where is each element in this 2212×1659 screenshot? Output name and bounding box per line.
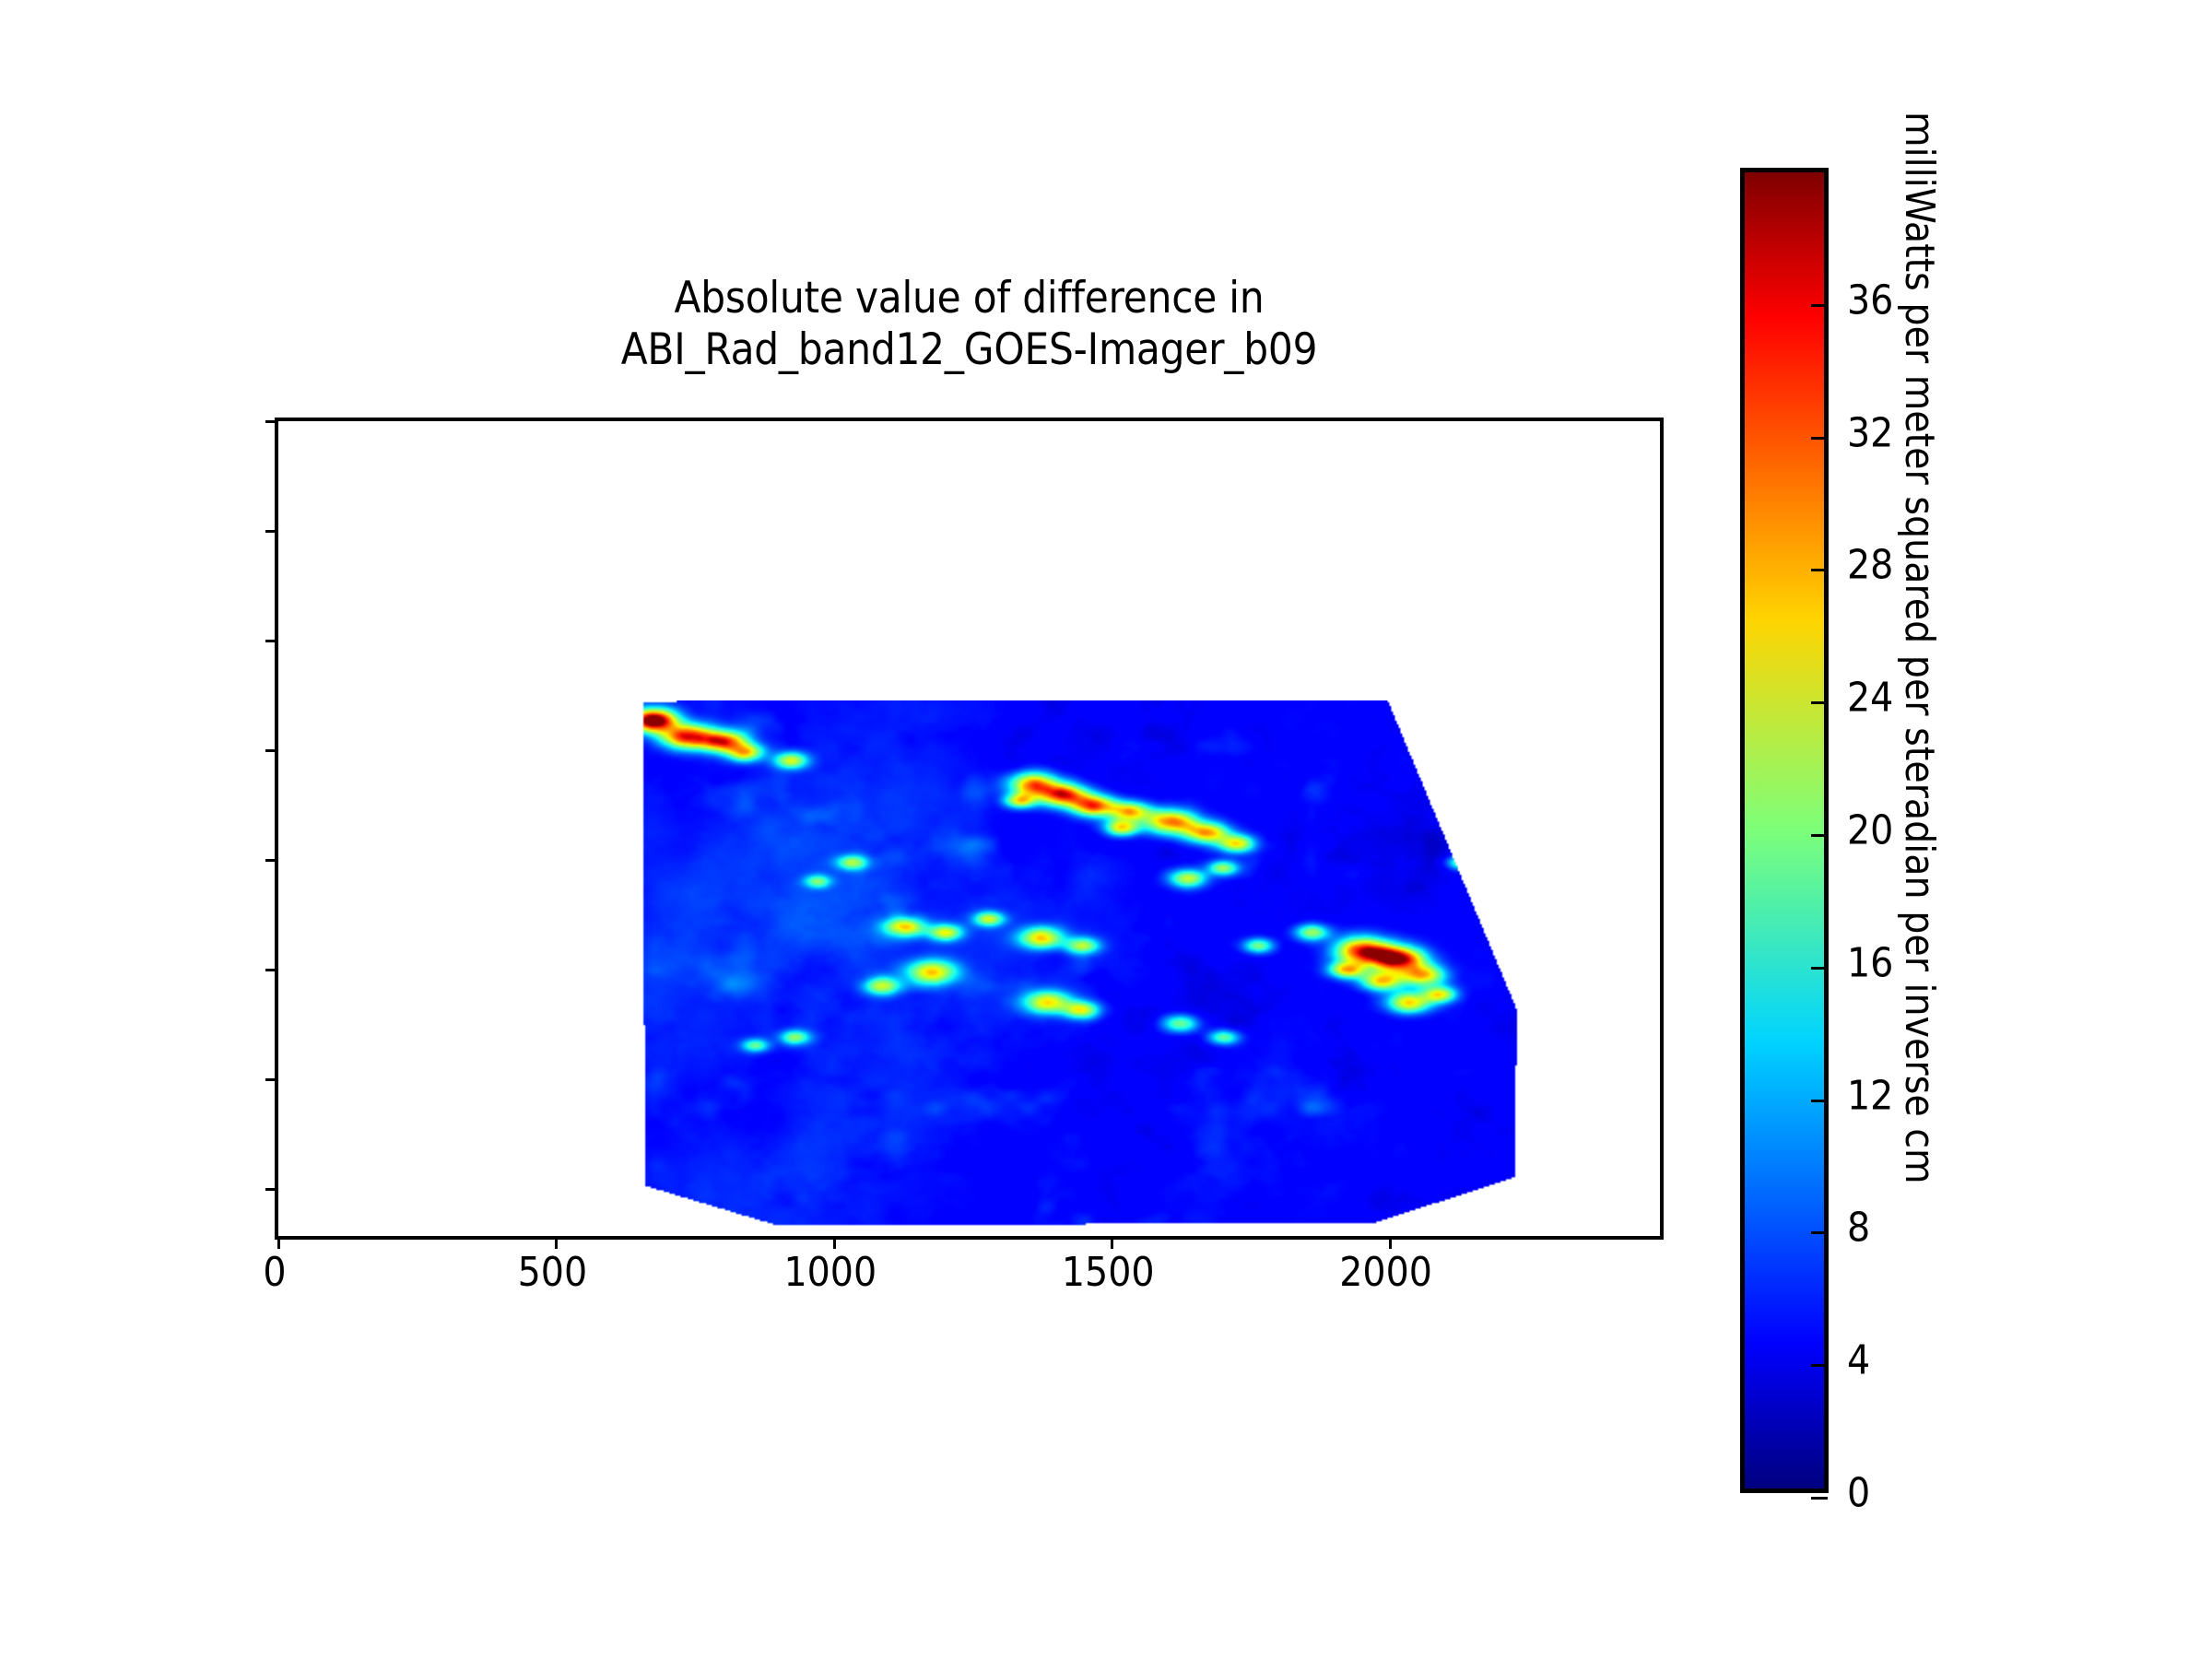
heatmap-image [639,700,1524,1236]
colorbar-tick-mark [1811,834,1828,837]
colorbar-tick-label: 28 [1847,541,1894,589]
colorbar [1740,168,1829,1500]
y-tick-mark [265,1187,278,1191]
plot-axes [265,418,1664,1249]
colorbar-tick-mark [1811,303,1828,307]
colorbar-tick-label: 0 [1847,1469,1871,1517]
colorbar-tick-mark [1811,1364,1828,1368]
colorbar-tick-label: 32 [1847,409,1894,457]
x-tick-label: 2000 [1339,1249,1432,1296]
x-tick-mark [1111,1236,1114,1249]
x-tick-mark [832,1236,836,1249]
y-tick-mark [265,420,278,423]
colorbar-tick-label: 16 [1847,939,1894,987]
title-line-2: ABI_Rad_band12_GOES-Imager_b09 [620,324,1318,375]
page-title: Absolute value of difference in ABI_Rad_… [275,273,1664,376]
y-tick-mark [265,529,278,533]
colorbar-tick-label: 36 [1847,276,1894,324]
x-tick-mark [555,1236,559,1249]
y-tick-mark [265,968,278,971]
y-tick-mark [265,748,278,752]
x-tick-mark [277,1236,280,1249]
colorbar-tick-mark [1811,1099,1828,1102]
plot-clip-region [278,421,1660,1236]
y-tick-mark [265,1077,278,1081]
colorbar-tick-label: 24 [1847,674,1894,722]
x-tick-label: 1000 [783,1249,877,1296]
colorbar-tick-mark [1811,966,1828,970]
x-tick-mark [1388,1236,1392,1249]
colorbar-tick-mark [1811,569,1828,572]
colorbar-axis-label: milliWatts per meter squared per steradi… [1896,112,1943,1184]
colorbar-tick-mark [1811,701,1828,705]
colorbar-tick-label: 4 [1847,1336,1871,1384]
x-tick-label: 0 [263,1249,287,1296]
colorbar-gradient [1745,172,1824,1488]
title-line-1: Absolute value of difference in [674,273,1265,324]
colorbar-tick-label: 12 [1847,1072,1894,1120]
colorbar-tick-mark [1811,436,1828,440]
colorbar-tick-mark [1811,1231,1828,1235]
colorbar-tick-label: 20 [1847,806,1894,854]
x-tick-label: 1500 [1061,1249,1155,1296]
y-tick-mark [265,858,278,862]
colorbar-tick-label: 8 [1847,1204,1871,1252]
colorbar-tick-mark [1811,1497,1828,1500]
y-tick-mark [265,639,278,642]
x-tick-label: 500 [517,1249,588,1296]
